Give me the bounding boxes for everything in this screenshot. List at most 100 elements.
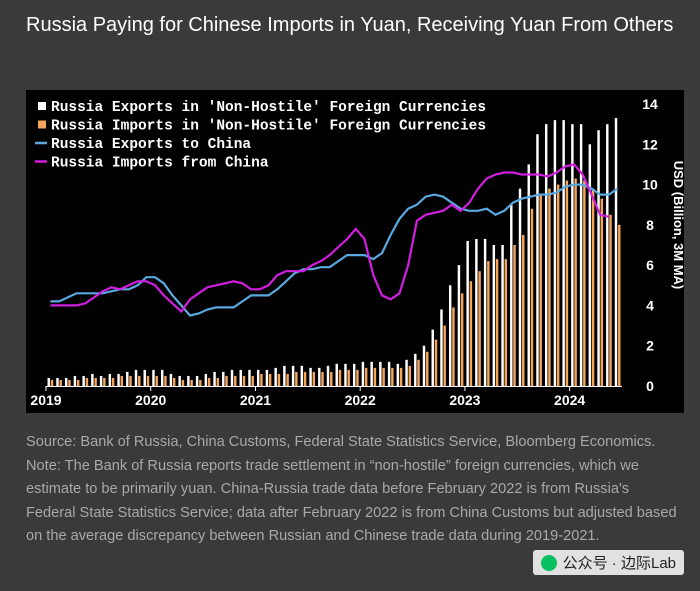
legend-swatch — [38, 102, 46, 110]
exports-bar — [405, 359, 408, 386]
exports-bar — [309, 367, 312, 386]
imports-bar — [609, 214, 612, 386]
exports-bar — [160, 369, 164, 386]
imports-bar — [216, 377, 220, 386]
chart-area: 2019 2020 2021 2022 2023 2024 0 2 4 6 8 10 12 14 USD… — [26, 90, 684, 413]
imports-bar — [129, 375, 132, 386]
imports-bar — [591, 188, 595, 386]
exports-bar — [387, 361, 391, 386]
exports-bar — [448, 285, 452, 386]
imports-bar — [452, 307, 455, 386]
imports-from-china-line — [50, 163, 610, 314]
legend-label: Russia Exports to China — [51, 137, 251, 153]
exports-bar — [256, 369, 260, 386]
exports-bar — [143, 369, 146, 386]
exports-bar — [300, 365, 304, 386]
imports-bar — [234, 375, 237, 386]
imports-bar — [356, 369, 359, 386]
legend-label: Russia Imports from China — [51, 156, 269, 172]
imports-bar — [539, 194, 542, 386]
imports-bar — [172, 377, 176, 386]
exports-bar — [56, 377, 59, 386]
exports-bar — [117, 373, 120, 386]
imports-bar — [364, 367, 368, 386]
y-tick-label: 8 — [646, 217, 654, 233]
imports-bar — [295, 371, 298, 386]
y-tick-label: 0 — [646, 378, 654, 394]
exports-bar — [213, 371, 216, 386]
imports-bar — [417, 359, 420, 386]
imports-bar — [277, 373, 281, 386]
x-tick-label: 2024 — [554, 392, 585, 408]
imports-bar — [600, 198, 604, 386]
imports-bar — [443, 325, 446, 386]
imports-bar — [190, 379, 193, 386]
imports-bar — [50, 379, 54, 386]
imports-bar — [138, 375, 141, 386]
exports-bar — [518, 188, 522, 386]
exports-bar — [239, 369, 242, 386]
imports-bar — [618, 224, 621, 386]
imports-bar — [59, 379, 62, 386]
imports-bar — [338, 369, 342, 386]
imports-bar — [478, 271, 481, 386]
x-axis-ticks: 2019 2020 2021 2022 2023 2024 — [30, 386, 585, 408]
legend-label: Russia Exports in 'Non-Hostile' Foreign … — [51, 100, 486, 116]
exports-bar — [222, 371, 225, 386]
imports-bar — [155, 375, 158, 386]
y-axis-label: USD (Billion, 3M MA) — [671, 161, 684, 290]
exports-bar — [483, 238, 487, 386]
exports-bar — [553, 120, 557, 386]
imports-bar — [312, 371, 316, 386]
exports-bar — [134, 369, 138, 386]
exports-bar — [64, 377, 68, 386]
exports-bar — [318, 367, 321, 386]
exports-bar — [187, 375, 190, 386]
exports-bar — [91, 373, 94, 386]
imports-bar — [513, 245, 516, 386]
exports-bar — [379, 361, 382, 386]
exports-bar — [396, 363, 400, 386]
imports-bar — [487, 261, 490, 386]
wechat-icon — [540, 554, 557, 571]
imports-bar — [434, 339, 438, 386]
imports-bar — [391, 367, 394, 386]
y-tick-label: 14 — [642, 96, 658, 112]
exports-bar — [492, 245, 496, 386]
exports-bar — [47, 377, 50, 386]
exports-bar — [579, 124, 583, 386]
exports-bar — [466, 240, 469, 386]
exports-bar — [510, 204, 513, 386]
exports-bar — [82, 375, 85, 386]
imports-bar — [103, 377, 106, 386]
chart-svg: 2019 2020 2021 2022 2023 2024 0 2 4 6 8 10 12 14 USD… — [30, 96, 684, 408]
exports-bar — [230, 369, 234, 386]
y-axis-ticks: 0 2 4 6 8 10 12 14 — [642, 96, 658, 394]
exports-bar — [291, 365, 295, 386]
y-tick-label: 4 — [646, 297, 654, 313]
exports-bar — [344, 363, 347, 386]
watermark: 公众号 · 边际Lab — [532, 550, 684, 575]
chart-title: Russia Paying for Chinese Imports in Yua… — [26, 14, 674, 36]
imports-bar — [522, 234, 525, 386]
imports-bar — [583, 180, 586, 386]
watermark-text: 公众号 · 边际Lab — [562, 555, 676, 572]
imports-bar — [111, 377, 115, 386]
legend-item: Russia Imports in 'Non-Hostile' Foreign … — [38, 119, 486, 135]
imports-bar — [120, 375, 124, 386]
exports-bar — [414, 353, 417, 386]
imports-bar — [181, 379, 185, 386]
imports-bar — [85, 377, 89, 386]
exports-bar — [126, 371, 129, 386]
exports-bar — [431, 329, 434, 386]
exports-bar — [152, 369, 155, 386]
imports-bar — [321, 371, 324, 386]
exports-bar — [562, 120, 565, 386]
x-tick-label: 2022 — [345, 392, 376, 408]
exports-bar — [440, 309, 443, 386]
imports-bar — [207, 377, 211, 386]
imports-bar — [242, 375, 246, 386]
imports-bar — [556, 184, 560, 386]
exports-bar — [73, 375, 77, 386]
imports-bar — [68, 379, 71, 386]
